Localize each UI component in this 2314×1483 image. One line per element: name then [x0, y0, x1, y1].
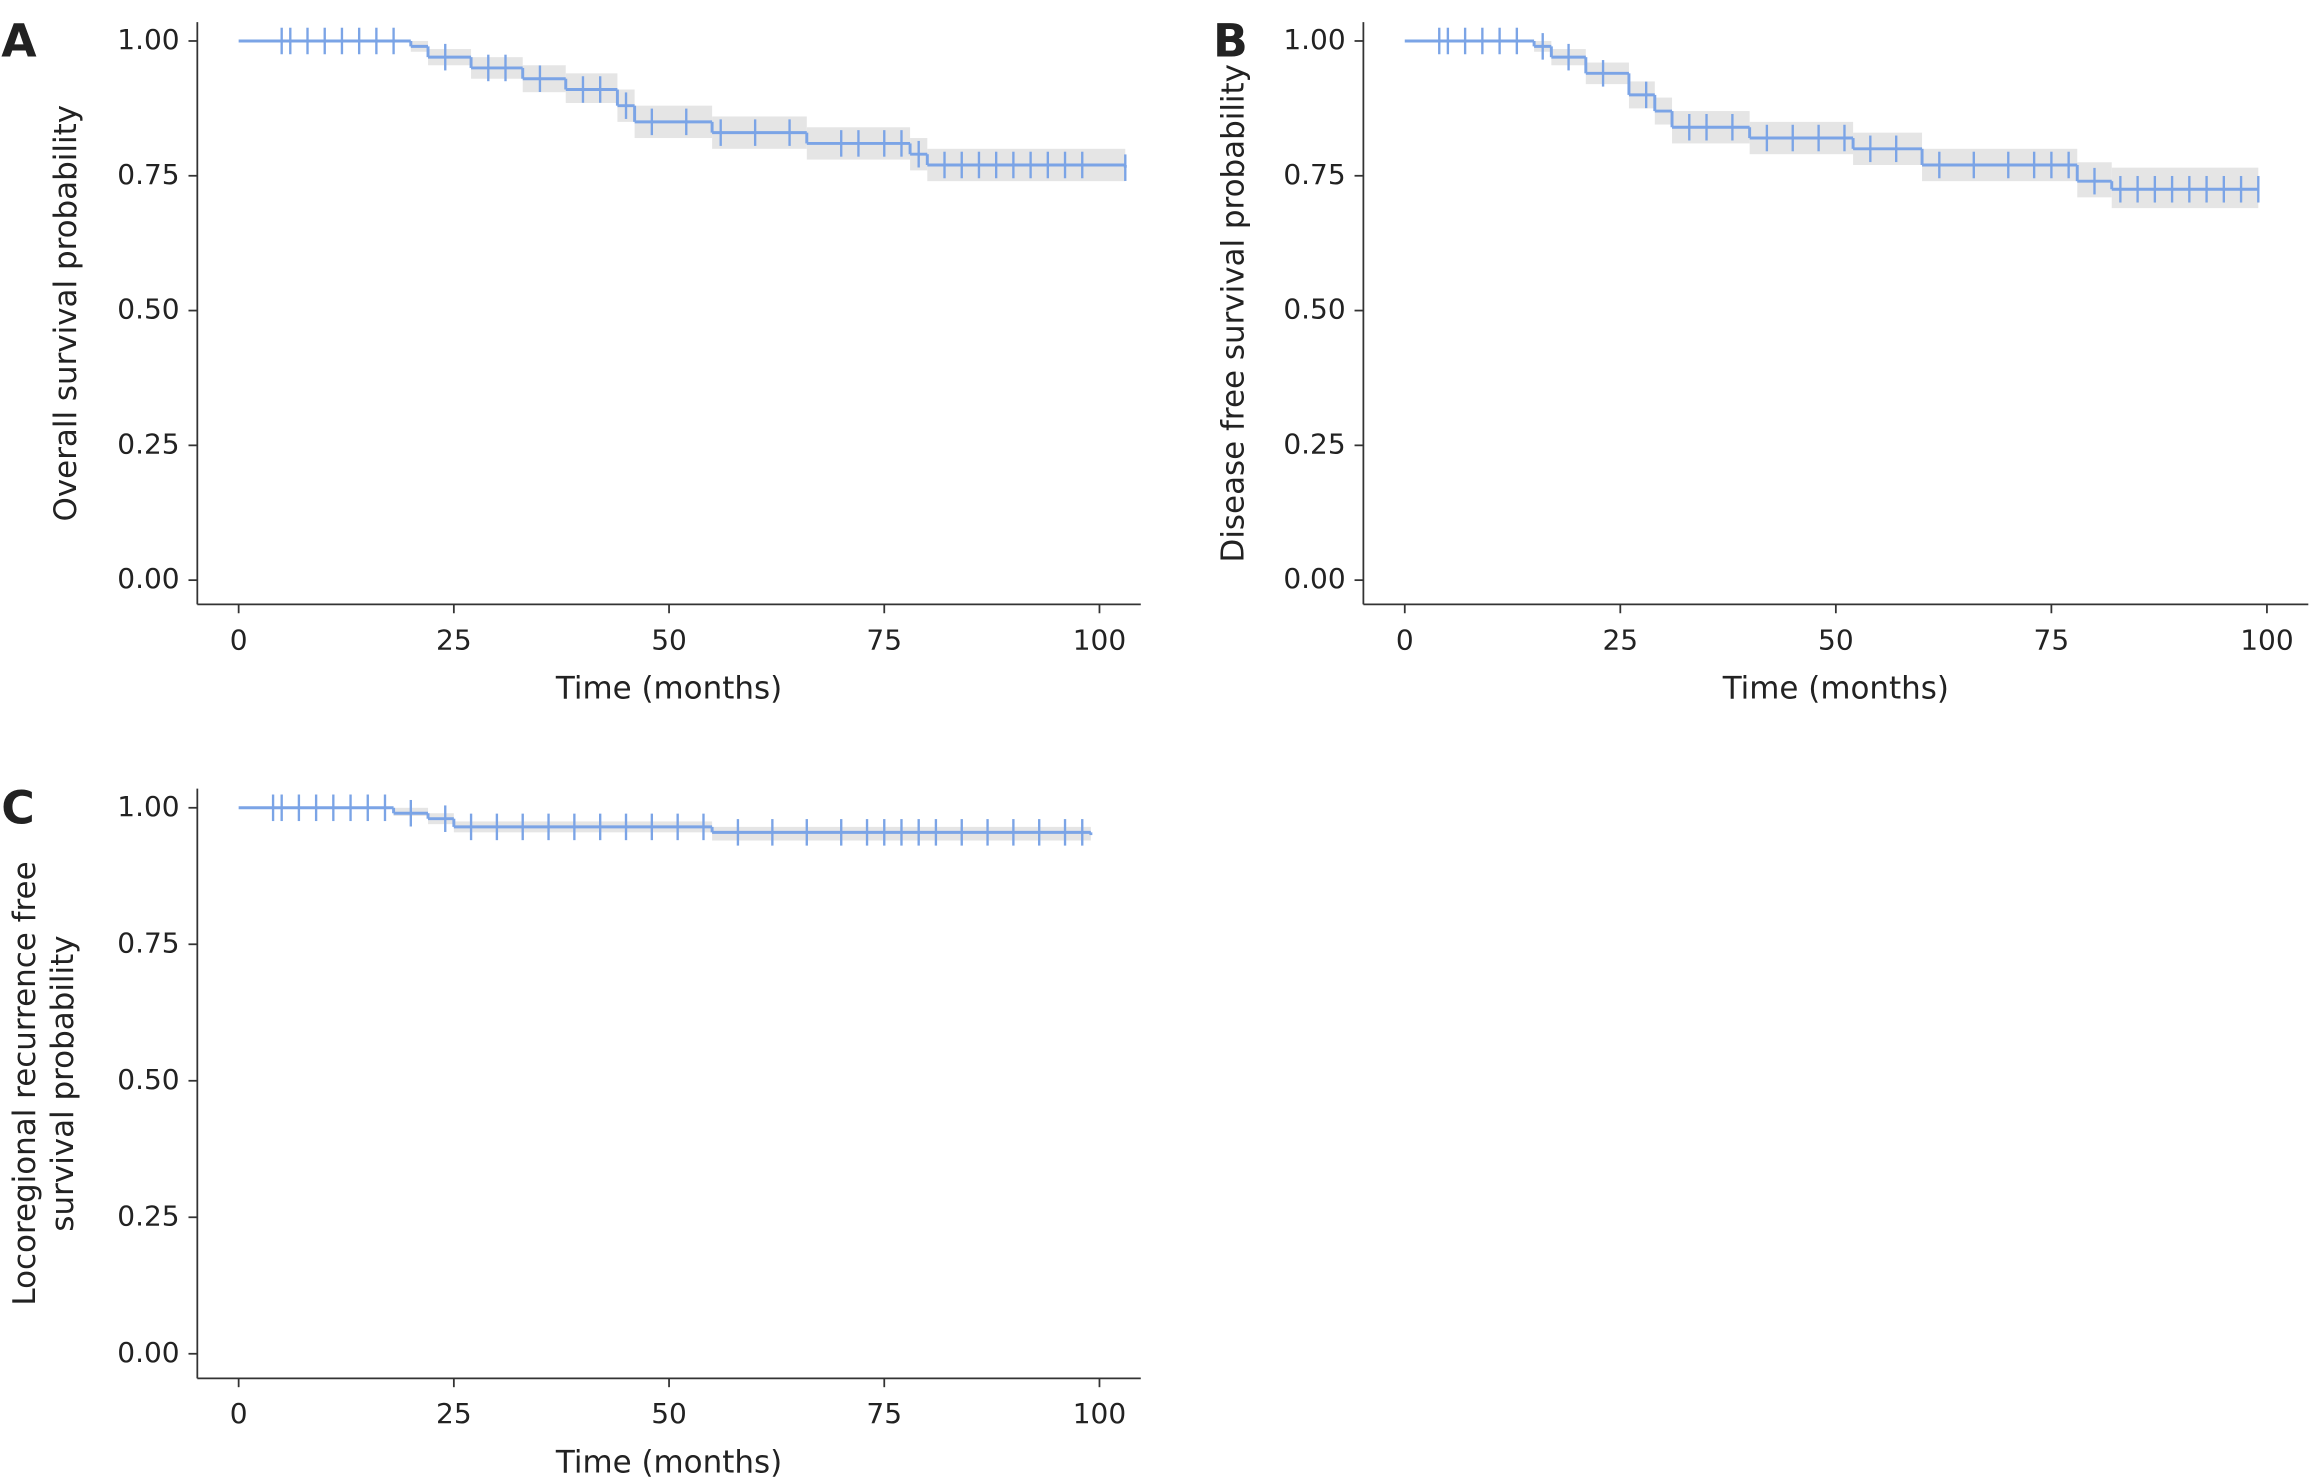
x-axis-label: Time (months) [555, 1444, 782, 1480]
y-tick-label: 0.50 [117, 1063, 179, 1096]
y-tick-label: 1.00 [117, 790, 179, 823]
x-tick-label: 100 [2240, 623, 2293, 656]
y-tick-label: 0.00 [117, 1336, 179, 1369]
y-tick-label: 0.50 [1283, 293, 1345, 326]
x-tick-label: 25 [436, 623, 472, 656]
panel: B 0.00 0.25 0.50 0.75 1.00 0 25 50 75 100 Time (mon… [1213, 15, 2309, 706]
x-tick-label: 50 [651, 1397, 687, 1430]
panel-label: C [1, 781, 35, 834]
x-tick-label: 100 [1073, 623, 1126, 656]
y-tick-label: 0.00 [117, 562, 179, 595]
x-tick-label: 75 [866, 1397, 902, 1430]
y-tick-label: 0.25 [1283, 427, 1345, 460]
y-axis-label: survival probability [45, 935, 81, 1231]
panel-label: B [1213, 15, 1248, 68]
y-tick-label: 1.00 [1283, 23, 1345, 56]
y-axis-label: Overall survival probability [48, 105, 84, 522]
panel: C 0.00 0.25 0.50 0.75 1.00 0 25 50 75 100 Time (mon… [1, 781, 1141, 1480]
x-tick-label: 25 [436, 1397, 472, 1430]
y-tick-label: 0.75 [117, 926, 179, 959]
x-tick-label: 100 [1073, 1397, 1126, 1430]
y-tick-label: 0.25 [117, 1199, 179, 1232]
panel: A 0.00 0.25 0.50 0.75 1.00 0 25 50 75 100 Time (mon… [1, 15, 1141, 706]
x-tick-label: 75 [866, 623, 902, 656]
y-tick-label: 0.75 [117, 158, 179, 191]
y-tick-label: 1.00 [117, 23, 179, 56]
x-axis-label: Time (months) [1722, 670, 1949, 706]
y-tick-label: 0.50 [117, 293, 179, 326]
x-tick-label: 0 [1396, 623, 1414, 656]
x-tick-label: 75 [2034, 623, 2070, 656]
x-tick-label: 50 [1818, 623, 1854, 656]
y-tick-label: 0.00 [1283, 562, 1345, 595]
y-tick-label: 0.25 [117, 427, 179, 460]
panel-label: A [1, 15, 37, 68]
x-tick-label: 0 [230, 1397, 248, 1430]
y-axis-label: Disease free survival probability [1216, 64, 1252, 562]
x-tick-label: 50 [651, 623, 687, 656]
x-tick-label: 0 [230, 623, 248, 656]
y-tick-label: 0.75 [1283, 158, 1345, 191]
x-tick-label: 25 [1602, 623, 1638, 656]
x-axis-label: Time (months) [555, 670, 782, 706]
y-axis-label: Locoregional recurrence free [7, 861, 43, 1305]
